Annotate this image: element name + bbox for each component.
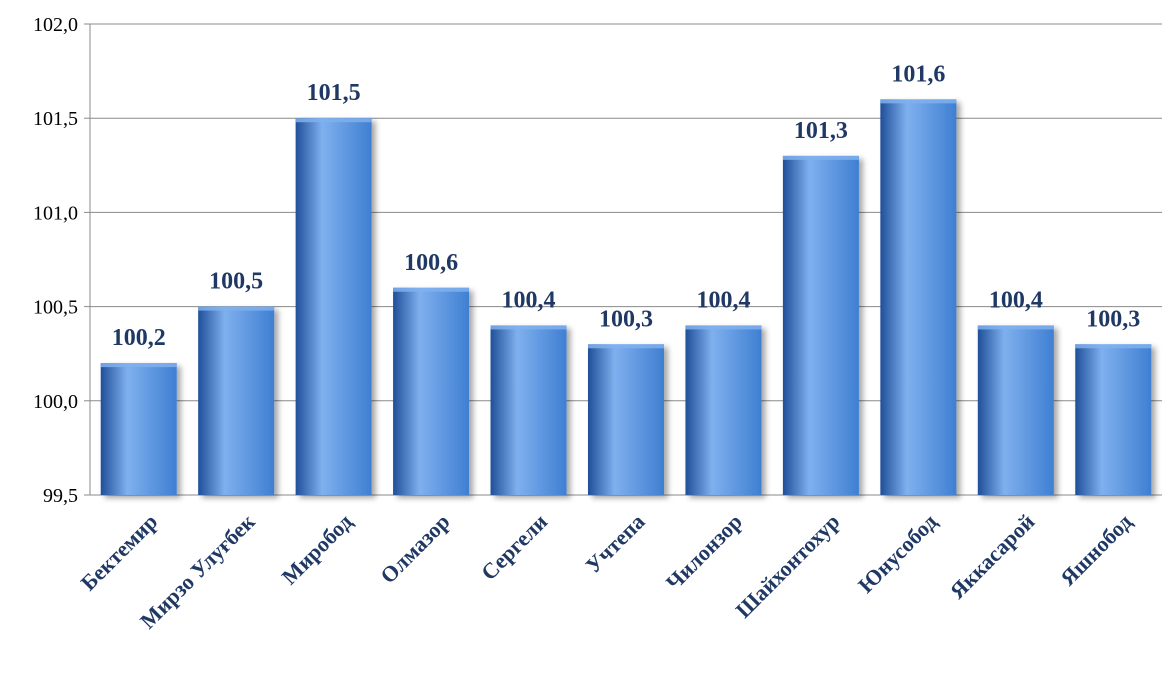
category-label: Сергели [476,509,552,585]
y-tick-label: 100,5 [33,297,78,319]
data-label: 100,3 [1086,306,1140,332]
bar-group [198,306,275,495]
bar [100,363,177,495]
y-tick-label: 100,0 [33,391,78,413]
bar-group [880,99,957,496]
bar [198,306,275,495]
data-label: 100,3 [599,306,653,332]
y-tick-label: 102,0 [33,14,78,36]
data-label: 100,4 [502,287,556,313]
data-label: 101,3 [794,118,848,144]
bar-highlight [490,325,567,330]
data-label: 100,4 [696,287,750,313]
bar-group [393,287,470,495]
data-labels: 100,2 100,5 101,5 100,6 100,4 100,3 100,4 101,3… [112,61,1141,351]
bar-highlight [1075,344,1152,349]
category-label: Юнусобод [853,509,942,598]
bar-group [100,363,177,495]
y-tick-label: 101,0 [33,202,78,224]
bar-highlight [100,363,177,368]
bar [490,325,567,495]
bar-highlight [977,325,1054,330]
data-label: 100,4 [989,287,1043,313]
bar-highlight [393,287,470,292]
bar-group [977,325,1054,495]
bar [782,155,859,495]
bar [880,99,957,496]
category-label: Яшнобод [1055,509,1137,591]
bar [295,118,372,495]
bar-highlight [782,155,859,160]
category-label: Миробод [277,509,358,590]
data-label: 100,2 [112,325,166,351]
bar-highlight [685,325,762,330]
bar-highlight [198,306,275,311]
bar-highlight [587,344,665,349]
y-tick-label: 99,5 [43,485,78,507]
category-label: Чилонзор [661,509,747,595]
bar-group [490,325,567,495]
y-tick-label: 101,5 [33,108,78,130]
bar [1075,344,1152,495]
bar-group [1075,344,1152,495]
category-label: Олмазор [375,509,454,588]
data-label: 100,6 [404,250,458,276]
category-label: Яккасарой [945,509,1040,604]
category-label: Шайхонтохур [731,509,845,623]
bar [685,325,762,495]
bar-highlight [880,99,957,104]
bar-highlight [295,118,372,123]
bar [977,325,1054,495]
y-axis-tick-labels: 99,5 100,0 100,5 101,0 101,5 102,0 [33,14,78,507]
data-label: 101,6 [891,61,945,87]
category-label: Учтепа [580,509,649,578]
bars [100,99,1152,496]
category-label: Бектемир [76,509,163,596]
bar-group [685,325,762,495]
data-label: 101,5 [307,80,361,106]
bar-group [587,344,665,495]
data-label: 100,5 [209,269,263,295]
bar-group [295,118,372,495]
bar [393,287,470,495]
bar-group [782,155,859,495]
bar [587,344,665,495]
